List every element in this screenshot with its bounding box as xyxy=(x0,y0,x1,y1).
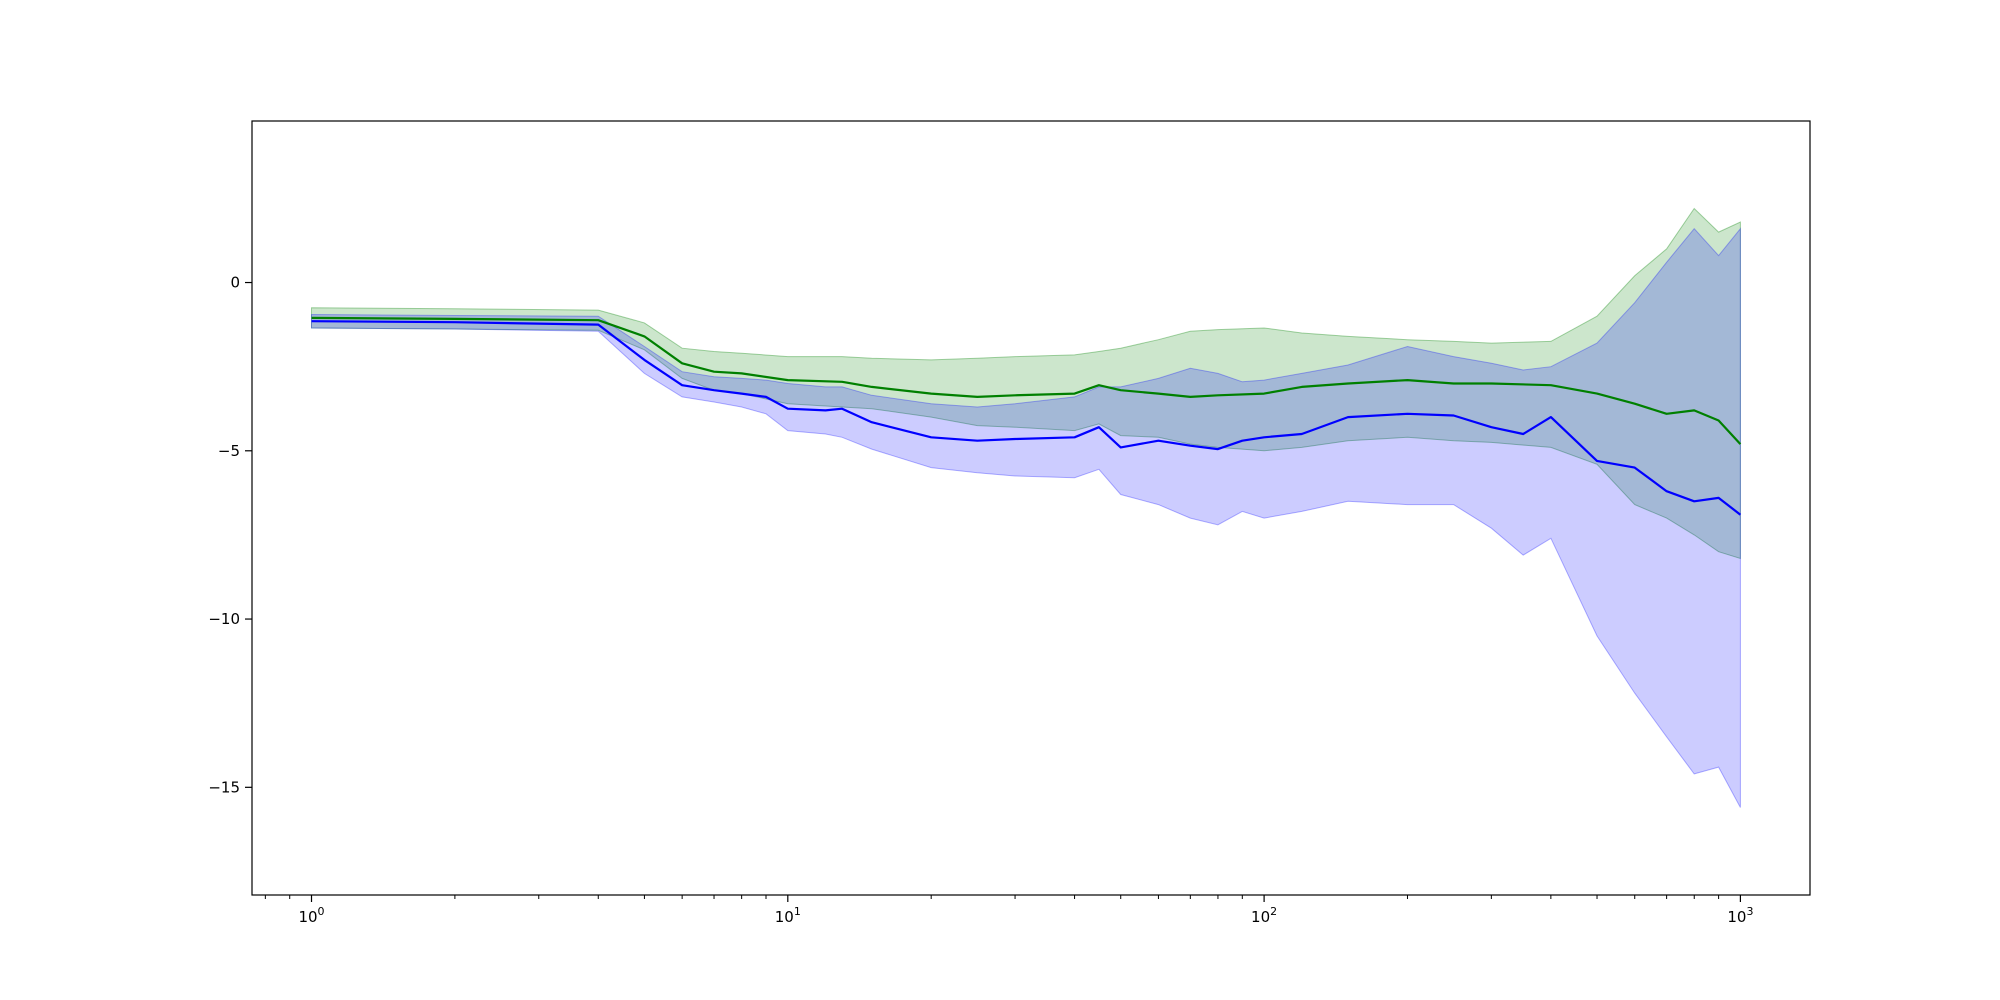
y-tick-label: −5 xyxy=(218,442,240,460)
x-tick-label: 101 xyxy=(775,905,801,926)
x-axis: 100 101 102 103 xyxy=(264,895,1753,926)
plot-frame xyxy=(251,120,1811,896)
y-tick-label: −15 xyxy=(208,778,240,796)
series-lines xyxy=(311,316,1742,516)
x-tick-label: 103 xyxy=(1727,905,1753,926)
y-axis: 0 −5 −10 −15 xyxy=(208,274,252,796)
x-tick-label: 102 xyxy=(1251,905,1277,926)
y-tick-label: 0 xyxy=(230,274,240,292)
confidence-bands xyxy=(311,207,1741,808)
y-tick-label: −10 xyxy=(208,610,240,628)
x-tick-label: 100 xyxy=(298,905,324,926)
series-1-band xyxy=(311,207,1741,560)
series-2-line xyxy=(311,320,1742,516)
series-1-line xyxy=(311,316,1742,445)
series-2-band xyxy=(311,227,1741,808)
